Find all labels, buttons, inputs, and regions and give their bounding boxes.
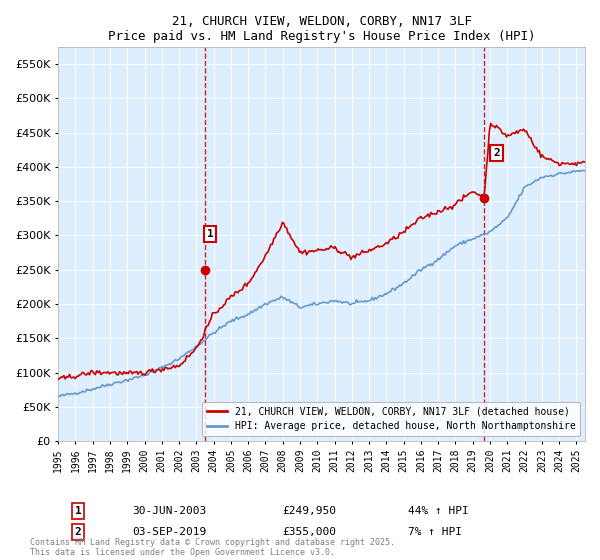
Text: 1: 1 — [207, 229, 214, 239]
Text: Contains HM Land Registry data © Crown copyright and database right 2025.
This d: Contains HM Land Registry data © Crown c… — [30, 538, 395, 557]
Text: 2: 2 — [493, 148, 500, 158]
Legend: 21, CHURCH VIEW, WELDON, CORBY, NN17 3LF (detached house), HPI: Average price, d: 21, CHURCH VIEW, WELDON, CORBY, NN17 3LF… — [202, 402, 580, 436]
Text: 03-SEP-2019: 03-SEP-2019 — [132, 527, 206, 537]
Text: 30-JUN-2003: 30-JUN-2003 — [132, 506, 206, 516]
Text: £249,950: £249,950 — [282, 506, 336, 516]
Text: 2: 2 — [74, 527, 82, 537]
Text: 1: 1 — [74, 506, 82, 516]
Text: 44% ↑ HPI: 44% ↑ HPI — [408, 506, 469, 516]
Title: 21, CHURCH VIEW, WELDON, CORBY, NN17 3LF
Price paid vs. HM Land Registry's House: 21, CHURCH VIEW, WELDON, CORBY, NN17 3LF… — [108, 15, 535, 43]
Text: £355,000: £355,000 — [282, 527, 336, 537]
Text: 7% ↑ HPI: 7% ↑ HPI — [408, 527, 462, 537]
